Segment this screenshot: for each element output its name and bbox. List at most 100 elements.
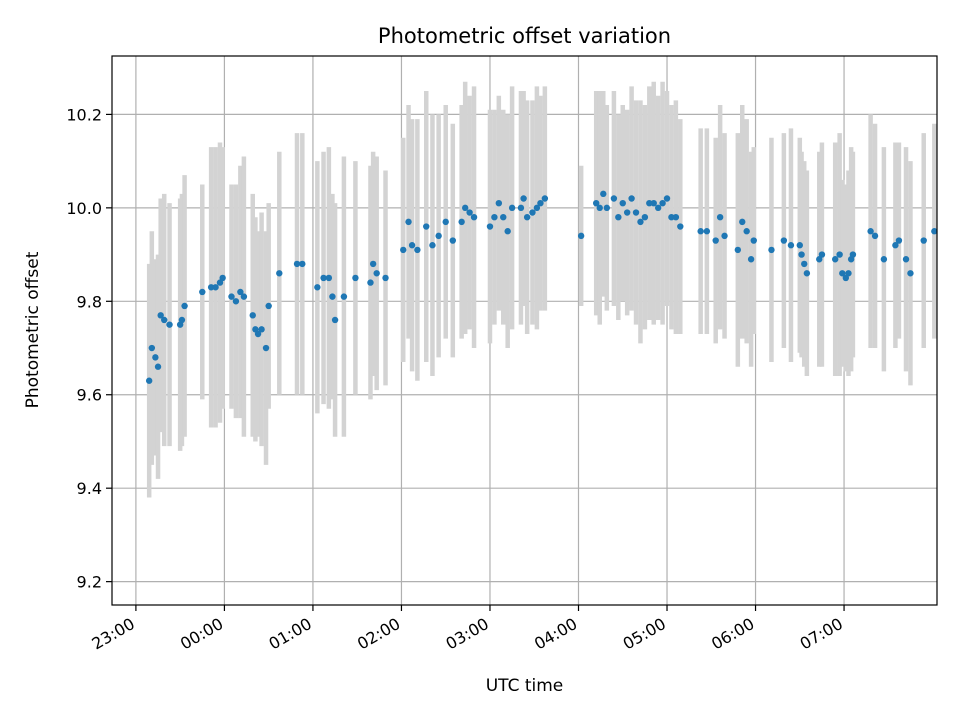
data-point xyxy=(816,256,823,263)
data-point xyxy=(228,293,235,300)
data-point xyxy=(405,218,412,226)
data-point xyxy=(154,363,162,370)
y-tick-label: 9.2 xyxy=(77,573,102,592)
y-axis-label: Photometric offset xyxy=(23,251,43,408)
data-point xyxy=(836,251,843,258)
data-point xyxy=(461,204,469,212)
data-point xyxy=(500,213,507,221)
data-point xyxy=(871,232,879,240)
data-point xyxy=(212,284,219,291)
data-point xyxy=(842,274,850,282)
data-point xyxy=(849,251,857,258)
data-point xyxy=(721,232,728,240)
data-point xyxy=(219,274,226,282)
data-point xyxy=(449,237,456,244)
data-point xyxy=(216,279,224,286)
data-point xyxy=(517,204,525,212)
data-point xyxy=(920,237,927,244)
data-point xyxy=(615,213,622,221)
data-point xyxy=(839,270,846,277)
data-point xyxy=(508,204,516,212)
data-point xyxy=(677,223,684,230)
data-point xyxy=(600,190,607,198)
data-point xyxy=(637,218,644,226)
data-point xyxy=(181,302,188,310)
data-point xyxy=(329,293,336,300)
data-point xyxy=(458,218,465,226)
data-point xyxy=(892,242,899,249)
data-point xyxy=(880,256,888,263)
data-point xyxy=(787,242,795,249)
data-point xyxy=(668,213,675,221)
data-point xyxy=(712,237,719,244)
data-point xyxy=(320,274,327,282)
data-point xyxy=(641,213,649,221)
data-point xyxy=(252,326,259,333)
data-point xyxy=(262,344,270,352)
data-point xyxy=(529,209,536,216)
data-point xyxy=(207,284,215,291)
data-point xyxy=(902,256,910,263)
data-point xyxy=(367,279,374,286)
data-point xyxy=(373,270,380,277)
plot-frame xyxy=(111,55,938,606)
data-point xyxy=(340,293,348,300)
data-point xyxy=(650,199,657,207)
data-point xyxy=(619,199,626,207)
y-tick-label: 9.6 xyxy=(77,386,102,405)
data-point xyxy=(832,256,839,263)
data-point xyxy=(593,199,600,207)
data-point xyxy=(541,195,549,202)
data-point xyxy=(414,246,421,254)
data-point xyxy=(352,274,359,282)
data-point xyxy=(486,223,494,230)
data-point xyxy=(325,274,333,282)
data-point xyxy=(408,242,416,249)
data-point xyxy=(293,260,301,268)
data-point xyxy=(276,270,283,277)
data-point xyxy=(654,204,662,212)
data-point xyxy=(400,246,407,254)
data-point xyxy=(504,228,511,235)
y-tick-label: 10.0 xyxy=(66,199,102,218)
x-axis-label: UTC time xyxy=(486,676,564,696)
data-point xyxy=(495,199,503,207)
data-point xyxy=(716,213,724,221)
data-point xyxy=(429,242,436,249)
data-point xyxy=(747,256,755,263)
data-point xyxy=(734,246,742,254)
data-point xyxy=(237,288,244,296)
data-point xyxy=(331,316,339,324)
data-point xyxy=(803,270,811,277)
data-point xyxy=(697,228,704,235)
y-tick-label: 10.2 xyxy=(66,105,102,124)
data-point xyxy=(369,260,377,268)
data-point xyxy=(199,288,206,296)
data-point xyxy=(491,213,498,221)
data-point xyxy=(663,195,671,202)
data-points xyxy=(145,190,938,384)
data-point xyxy=(166,321,173,328)
data-point xyxy=(533,204,541,212)
data-point xyxy=(931,228,938,235)
data-point xyxy=(152,354,159,361)
data-point xyxy=(610,195,618,202)
data-point xyxy=(265,302,272,310)
data-point xyxy=(895,237,903,244)
data-point xyxy=(818,251,826,258)
data-point xyxy=(596,204,603,212)
y-axis-ticks: 9.2 9.4 9.6 9.8 10.0 10.2 xyxy=(66,105,112,592)
data-point xyxy=(743,228,750,235)
data-point xyxy=(470,213,478,221)
data-point xyxy=(435,232,442,240)
data-point xyxy=(796,242,803,249)
data-point xyxy=(523,213,531,221)
data-point xyxy=(254,330,262,338)
data-point xyxy=(907,270,914,277)
data-point xyxy=(240,293,248,300)
data-point xyxy=(659,199,666,207)
data-point xyxy=(178,316,186,324)
data-point xyxy=(148,344,156,352)
